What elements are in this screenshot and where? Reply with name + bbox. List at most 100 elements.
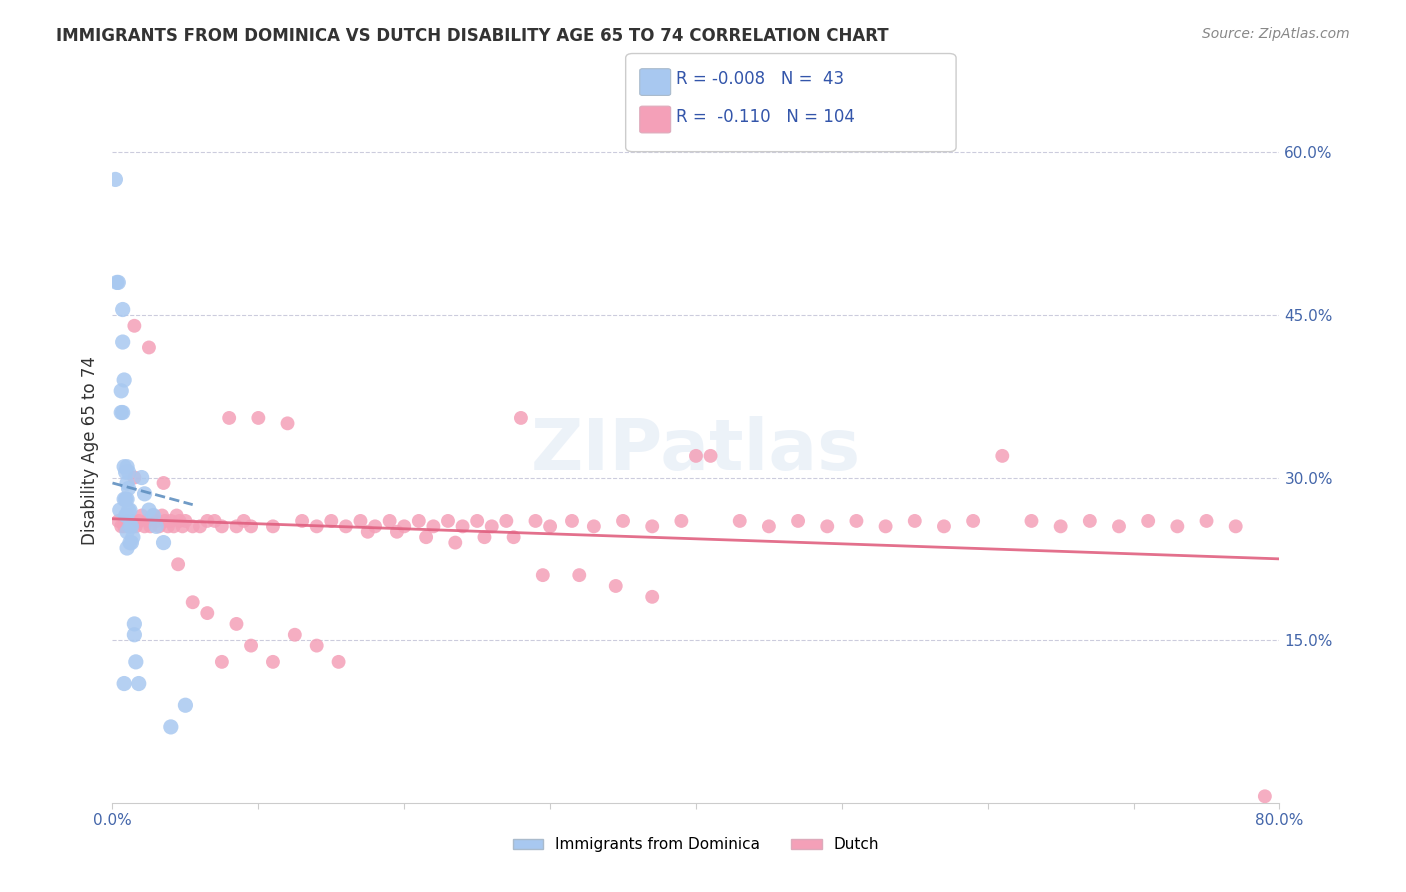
Text: R =  -0.110   N = 104: R = -0.110 N = 104 [676, 108, 855, 126]
Point [502, 530, 524, 544]
Point [114, 492, 136, 507]
Point [145, 519, 167, 533]
Point [408, 514, 430, 528]
Point [291, 514, 314, 528]
Point [444, 535, 467, 549]
Point [305, 639, 328, 653]
Point [117, 482, 139, 496]
Point [1021, 514, 1043, 528]
Point [641, 519, 664, 533]
Point [1195, 514, 1218, 528]
Point [195, 514, 218, 528]
Point [758, 519, 780, 533]
Point [118, 519, 141, 533]
Point [561, 514, 583, 528]
Point [349, 514, 371, 528]
Point [524, 514, 547, 528]
Point [107, 514, 129, 528]
Point [122, 530, 145, 544]
Point [211, 655, 233, 669]
Point [136, 514, 159, 528]
Point [225, 616, 247, 631]
Point [120, 519, 142, 533]
Point [108, 503, 131, 517]
Point [262, 519, 284, 533]
Point [904, 514, 927, 528]
Point [125, 655, 148, 669]
Point [128, 676, 150, 690]
Point [531, 568, 554, 582]
Point [1049, 519, 1071, 533]
Point [115, 475, 138, 490]
Point [169, 514, 191, 528]
Point [181, 519, 204, 533]
Point [105, 276, 128, 290]
Point [240, 519, 263, 533]
Point [204, 514, 226, 528]
Point [111, 302, 134, 317]
Point [1108, 519, 1130, 533]
Point [134, 519, 156, 533]
Point [114, 508, 136, 523]
Point [181, 595, 204, 609]
Point [156, 519, 179, 533]
Point [699, 449, 721, 463]
Point [153, 514, 176, 528]
Point [875, 519, 897, 533]
Point [321, 514, 343, 528]
Point [1166, 519, 1188, 533]
Point [509, 411, 531, 425]
Text: IMMIGRANTS FROM DOMINICA VS DUTCH DISABILITY AGE 65 TO 74 CORRELATION CHART: IMMIGRANTS FROM DOMINICA VS DUTCH DISABI… [56, 27, 889, 45]
Point [378, 514, 401, 528]
Point [568, 568, 591, 582]
Legend: Immigrants from Dominica, Dutch: Immigrants from Dominica, Dutch [506, 831, 886, 859]
Point [385, 524, 408, 539]
Point [437, 514, 460, 528]
Point [174, 514, 197, 528]
Point [481, 519, 503, 533]
Point [174, 698, 197, 713]
Text: R = -0.008   N =  43: R = -0.008 N = 43 [676, 70, 845, 88]
Point [357, 524, 380, 539]
Point [124, 470, 146, 484]
Point [112, 676, 135, 690]
Point [163, 519, 186, 533]
Point [284, 628, 307, 642]
Point [138, 341, 160, 355]
Point [815, 519, 838, 533]
Point [142, 508, 165, 523]
Text: Source: ZipAtlas.com: Source: ZipAtlas.com [1202, 27, 1350, 41]
Point [728, 514, 751, 528]
Point [276, 417, 298, 431]
Point [495, 514, 517, 528]
Point [112, 492, 135, 507]
Point [120, 535, 142, 549]
Point [160, 720, 183, 734]
Point [685, 449, 707, 463]
Point [115, 508, 138, 523]
Point [104, 172, 127, 186]
Point [111, 405, 134, 419]
Point [932, 519, 955, 533]
Point [451, 519, 474, 533]
Point [225, 519, 247, 533]
Point [131, 508, 153, 523]
Point [124, 318, 146, 333]
Point [641, 590, 664, 604]
Point [671, 514, 693, 528]
Point [115, 492, 138, 507]
Text: ZIPatlas: ZIPatlas [531, 416, 860, 485]
Point [134, 487, 156, 501]
Point [474, 530, 496, 544]
Point [991, 449, 1014, 463]
Point [335, 519, 357, 533]
Point [160, 514, 183, 528]
Point [114, 465, 136, 479]
Point [152, 535, 174, 549]
Point [124, 616, 146, 631]
Point [118, 535, 141, 549]
Point [172, 519, 194, 533]
Point [305, 519, 328, 533]
Point [1225, 519, 1247, 533]
Point [110, 519, 132, 533]
